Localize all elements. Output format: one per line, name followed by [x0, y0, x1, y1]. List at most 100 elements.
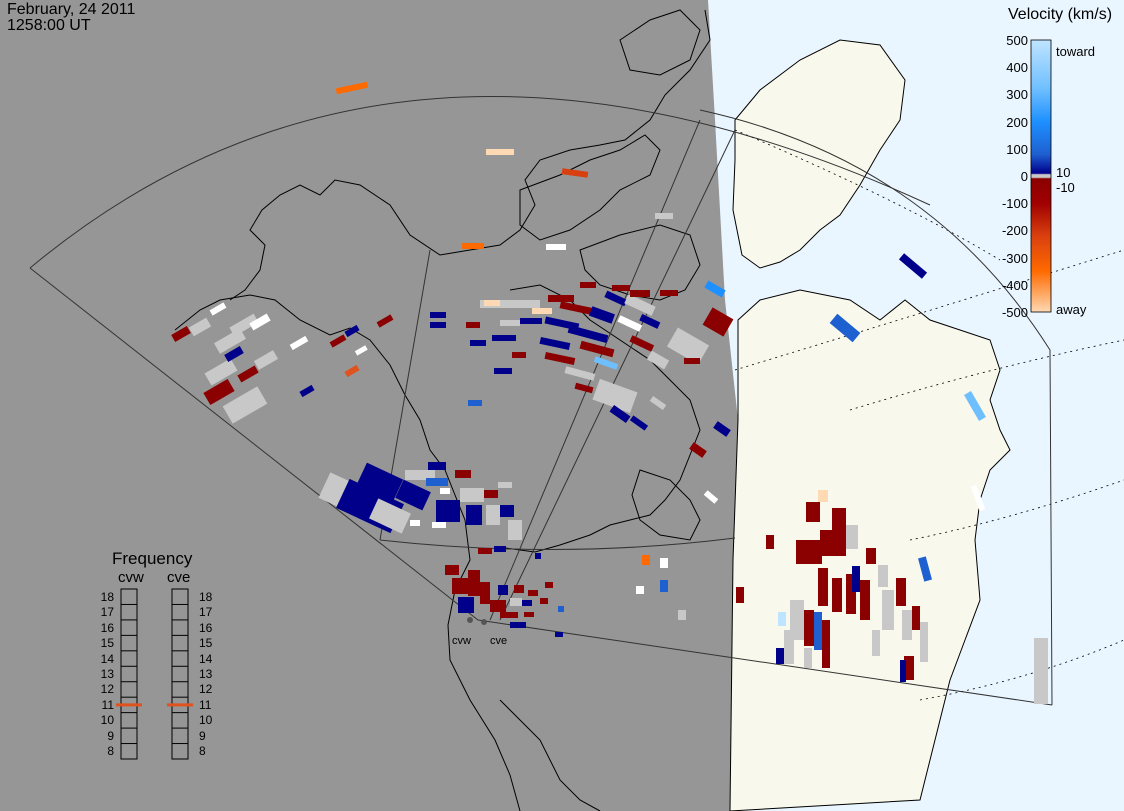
scatter-cell	[713, 421, 731, 437]
scatter-cell	[458, 597, 474, 613]
freq-tick-label: 17	[100, 605, 114, 620]
scatter-cell	[678, 610, 686, 620]
scatter-cell	[468, 570, 480, 596]
freq-tick-label: 14	[100, 651, 114, 666]
colorbar-tick-label: 0	[1020, 169, 1028, 184]
freq-tick-label: 18	[199, 589, 213, 604]
scatter-cell	[430, 322, 446, 328]
scatter-cell	[660, 580, 668, 592]
scatter-cell	[237, 365, 259, 383]
scatter-cell	[535, 553, 541, 559]
fov-bottom-edge	[477, 619, 1053, 706]
freq-tick-label: 8	[199, 744, 206, 759]
scatter-cell	[203, 378, 235, 406]
graticule	[734, 129, 1124, 701]
scatter-cell	[480, 300, 540, 308]
scatter-cell	[689, 442, 707, 458]
scatter-cell	[498, 482, 512, 488]
time-label: 1258:00 UT	[7, 17, 91, 34]
scatter-cell	[702, 307, 734, 337]
scatter-cell	[224, 346, 244, 362]
colorbar-tick-label: -300	[1001, 250, 1028, 266]
scatter-cell	[354, 345, 368, 356]
scatter-cell	[214, 328, 246, 354]
latitude-line-1	[734, 129, 1001, 261]
scatter-cell	[494, 368, 512, 374]
scatter-cell	[522, 600, 532, 606]
freq-tick-label: 9	[107, 728, 114, 743]
site-label-cve: cve	[490, 635, 508, 647]
freq-tick-label: 13	[100, 667, 114, 681]
colorbar-toward-label: toward	[1056, 44, 1096, 59]
colorbar-title: Velocity (km/s)	[1008, 6, 1113, 23]
scatter-cell	[866, 548, 876, 564]
scatter-cell	[684, 358, 700, 364]
fov-inner-line-3	[499, 129, 736, 621]
scatter-cell	[564, 366, 596, 381]
freq-tick-label: 16	[100, 620, 114, 635]
scatter-cell	[818, 490, 828, 502]
freq-tick-label: 11	[199, 697, 212, 712]
fov-inner-line-2	[489, 119, 701, 621]
scatter-cell	[918, 556, 932, 582]
scatter-cell	[470, 340, 486, 346]
scatter-cell	[660, 290, 678, 296]
freq-scale-cve	[171, 588, 189, 760]
scatter-cell	[539, 336, 571, 351]
scatter-cell	[486, 505, 500, 525]
scatter-cell	[612, 285, 630, 291]
arctic-island-3	[619, 9, 701, 76]
scatter-cell	[510, 598, 522, 606]
site-label-cvw: cvw	[452, 635, 471, 647]
scatter-cell	[580, 282, 596, 288]
freq-tick-label: 18	[100, 589, 114, 604]
scatter-cell	[532, 308, 552, 314]
scatter-cell	[629, 335, 655, 352]
scatter-cell	[964, 391, 986, 421]
gulf-coast	[499, 699, 601, 811]
scatter-cell	[666, 327, 710, 365]
frequency-title: Frequency	[112, 549, 193, 568]
scatter-cell	[528, 590, 538, 596]
scatter-cell	[329, 334, 347, 348]
scatter-cell	[455, 470, 471, 478]
freq-tick-label: 16	[199, 620, 213, 635]
scatter-cell	[344, 364, 360, 378]
scatter-cell	[660, 558, 668, 568]
scatter-cell	[508, 520, 522, 540]
freq-radar-name-cvw: cvw	[118, 569, 144, 586]
scatter-cell	[609, 404, 631, 424]
scatter-cell	[604, 290, 628, 307]
scatter-cell	[896, 578, 906, 606]
scatter-cell	[630, 290, 650, 297]
scatter-cell	[376, 314, 394, 328]
scatter-cell	[430, 312, 446, 318]
latitude-line-3	[849, 339, 1124, 411]
scatter-cell	[405, 470, 435, 480]
scatter-cell	[852, 566, 860, 592]
scatter-cell	[468, 400, 482, 406]
scatter-cell	[898, 253, 928, 279]
scatter-cell	[829, 313, 861, 343]
freq-scale-cvw	[120, 588, 138, 760]
scatter-cell	[704, 280, 726, 298]
scatter-cell	[436, 500, 460, 522]
site-marker-cvw	[467, 617, 473, 623]
scatter-cell	[500, 320, 520, 326]
scatter-cell	[736, 587, 744, 603]
scatter-cell	[832, 508, 846, 530]
scatter-cell	[229, 313, 259, 337]
fov-left-edge	[29, 267, 479, 621]
scatter-cell	[872, 630, 880, 656]
scatter-cell	[555, 632, 563, 637]
scatter-cell	[204, 358, 238, 386]
scatter-cell	[480, 582, 490, 604]
scatter-cell	[814, 612, 822, 650]
colorbar-tick-label: -200	[1001, 223, 1028, 239]
scatter-cell	[410, 520, 420, 526]
scatter-cell	[492, 335, 516, 341]
scatter-cell	[846, 525, 858, 549]
freq-tick-label: 15	[199, 636, 213, 651]
scatter-cell	[639, 314, 661, 329]
scatter-cell	[524, 612, 534, 617]
